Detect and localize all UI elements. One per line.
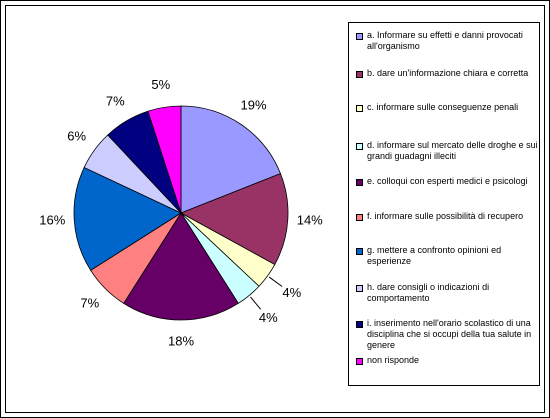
data-label: 14%: [297, 213, 323, 228]
legend-label: g. mettere a confronto opinioni ed esper…: [367, 245, 502, 266]
pie-slice: [147, 105, 182, 214]
legend-label: b. dare un'informazione chiara e corrett…: [367, 68, 529, 78]
data-label: 4%: [282, 285, 301, 300]
legend-label: h. dare consigli o indicazioni di compor…: [367, 282, 490, 303]
data-label: 4%: [259, 310, 278, 325]
legend-label: d. informare sul mercato delle droghe e …: [367, 140, 538, 161]
legend-swatch: [356, 321, 363, 328]
pie-slice: [73, 166, 182, 271]
legend-label: non risponde: [367, 355, 420, 365]
legend-label: f. informare sulle possibilità di recupe…: [367, 211, 524, 221]
legend-label: i. inserimento nell'orario scolastico di…: [367, 318, 532, 350]
data-label: 16%: [39, 213, 65, 228]
data-label: 18%: [168, 333, 194, 348]
legend-label: e. colloqui con esperti medici e psicolo…: [367, 176, 528, 186]
pie-slice: [123, 212, 239, 321]
leader-line: [250, 296, 262, 310]
data-label: 7%: [106, 93, 125, 108]
leader-line: [268, 276, 283, 287]
data-label: 7%: [80, 296, 99, 311]
legend-swatch: [356, 33, 363, 40]
legend-swatch: [356, 143, 363, 150]
pie-slice: [180, 105, 282, 214]
pie-slice: [180, 173, 289, 266]
legend-label: a. Informare su effetti e danni provocat…: [367, 30, 523, 51]
data-label: 6%: [67, 129, 86, 144]
legend-swatch: [356, 214, 363, 221]
legend-label: c. informare sulle conseguenze penali: [367, 102, 519, 112]
data-label: 19%: [240, 98, 266, 113]
legend-box: [348, 22, 540, 386]
data-label: 5%: [151, 77, 170, 92]
legend-swatch: [356, 71, 363, 78]
legend-swatch: [356, 248, 363, 255]
legend-swatch: [356, 358, 363, 365]
legend-swatch: [356, 285, 363, 292]
legend-swatch: [356, 105, 363, 112]
legend-swatch: [356, 179, 363, 186]
